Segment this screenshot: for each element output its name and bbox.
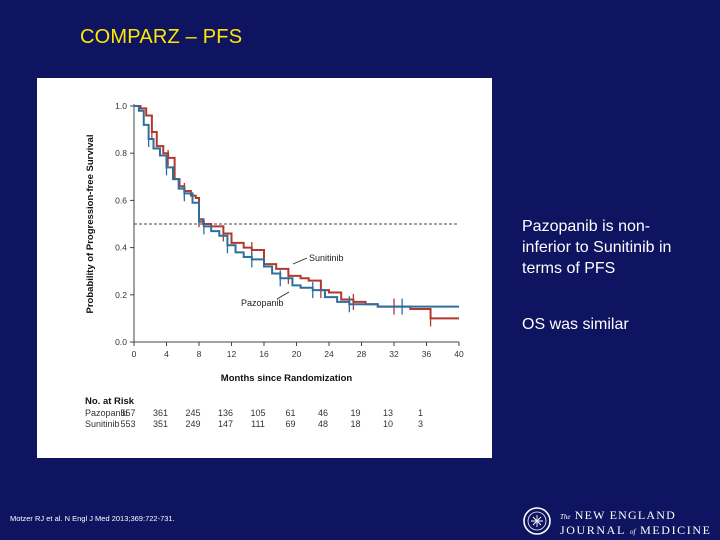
x-tick-label: 12 [227,349,237,359]
nejm-of: of [630,528,636,536]
y-tick-label: 1.0 [115,101,127,111]
slide-title: COMPARZ – PFS [80,26,243,48]
y-axis-title: Probability of Progression-free Survival [85,135,96,314]
risk-cell: 48 [318,419,328,429]
risk-table-header: No. at Risk [85,396,135,407]
risk-cell: 46 [318,408,328,418]
nejm-line2: JOURNAL of MEDICINE [560,523,712,538]
pazopanib-annotation: Pazopanib [241,298,284,308]
risk-cell: 10 [383,419,393,429]
figure-panel: 0.0 0.2 0.4 0.6 0.8 1.0 0 4 8 12 16 20 24 28 32 36 40 Mon… [37,78,492,458]
y-tick-label: 0.0 [115,337,127,347]
nejm-new-england: NEW ENGLAND [574,508,676,522]
x-tick-label: 36 [422,349,432,359]
x-tick-label: 32 [389,349,399,359]
risk-cell: 13 [383,408,393,418]
sunitinib-annotation: Sunitinib [309,253,344,263]
x-tick-label: 24 [324,349,334,359]
risk-cell: 18 [350,419,360,429]
os-note: OS was similar [522,316,629,333]
risk-cell: 1 [418,408,423,418]
nejm-medicine: MEDICINE [640,523,712,537]
x-tick-label: 0 [132,349,137,359]
risk-cell: 136 [218,408,233,418]
risk-cell: 249 [185,419,200,429]
y-tick-label: 0.8 [115,148,127,158]
x-tick-label: 20 [292,349,302,359]
risk-cell: 19 [350,408,360,418]
sunitinib-leader [292,257,308,265]
risk-cell: 105 [250,408,265,418]
km-chart: 0.00.20.40.60.81.00 4 8 12 16 20 24 28 32 36 40Mon… [85,101,464,429]
risk-cell: 61 [285,408,295,418]
y-tick-label: 0.6 [115,195,127,205]
risk-cell: 361 [153,408,168,418]
nejm-line1: The NEW ENGLAND [560,508,676,523]
nejm-logo: The NEW ENGLAND JOURNAL of MEDICINE [522,506,712,538]
curve-sunitinib [134,105,459,320]
risk-cell: 3 [418,419,423,429]
x-tick-label: 16 [259,349,269,359]
risk-cell: 147 [218,419,233,429]
nejm-the: The [560,513,571,521]
risk-cell: 557 [120,408,135,418]
risk-cell: 111 [251,419,265,429]
nejm-journal: JOURNAL [560,523,626,537]
risk-cell: 351 [153,419,168,429]
risk-cell: 69 [285,419,295,429]
x-tick-label: 40 [454,349,464,359]
x-tick-label: 4 [164,349,169,359]
risk-cell: 553 [120,419,135,429]
x-tick-label: 28 [357,349,367,359]
risk-cell: 245 [185,408,200,418]
x-tick-label: 8 [197,349,202,359]
noninferiority-note: Pazopanib is non-inferior to Sunitinib i… [522,218,672,277]
y-tick-label: 0.2 [115,290,127,300]
risk-row-label: Pazopanib [85,408,128,418]
x-axis-title: Months since Randomization [221,373,353,384]
risk-row-label: Sunitinib [85,419,120,429]
pazopanib-leader [276,291,290,300]
citation: Motzer RJ et al. N Engl J Med 2013;369:7… [10,514,175,523]
nejm-seal-icon [523,507,551,535]
y-tick-label: 0.4 [115,243,127,253]
